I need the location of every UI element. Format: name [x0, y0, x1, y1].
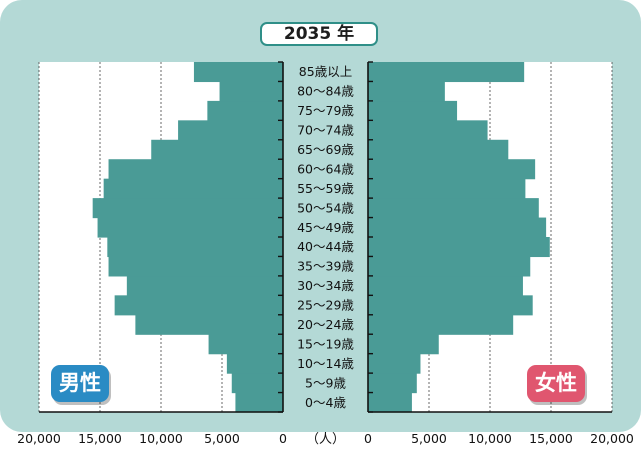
- female-legend-badge: 女性: [527, 365, 585, 402]
- female-bar: [368, 237, 550, 258]
- male-bar: [97, 217, 283, 238]
- age-group-label: 15～19歳: [297, 336, 354, 351]
- male-bar: [219, 81, 283, 102]
- age-group-label: 45～49歳: [297, 220, 354, 235]
- female-bar: [368, 159, 536, 180]
- age-group-label: 60～64歳: [297, 161, 354, 176]
- male-bar: [226, 353, 283, 374]
- male-bar: [107, 237, 283, 258]
- female-bar: [368, 256, 531, 277]
- age-group-label: 70～74歳: [297, 123, 354, 138]
- female-bar: [368, 120, 488, 141]
- male-bar: [231, 373, 283, 394]
- female-bar: [368, 62, 525, 83]
- male-x-tick-label: 0: [279, 431, 287, 446]
- age-group-label: 10～14歳: [297, 356, 354, 371]
- male-bar: [114, 295, 283, 316]
- male-bar: [151, 139, 283, 160]
- age-group-label: 5～9歳: [305, 375, 346, 390]
- female-bar: [368, 217, 547, 238]
- age-group-label: 55～59歳: [297, 181, 354, 196]
- female-x-tick-label: 15,000: [529, 431, 573, 446]
- male-bar: [108, 159, 283, 180]
- female-bar: [368, 81, 445, 102]
- age-group-label: 35～39歳: [297, 259, 354, 274]
- male-bar: [193, 62, 283, 83]
- female-bar: [368, 314, 514, 335]
- chart-title: 2035 年: [260, 22, 378, 46]
- male-bar: [178, 120, 283, 141]
- female-bar: [368, 139, 509, 160]
- age-group-label: 80～84歳: [297, 84, 354, 99]
- age-group-label: 25～29歳: [297, 298, 354, 313]
- age-group-label: 30～34歳: [297, 278, 354, 293]
- male-x-tick-label: 20,000: [17, 431, 61, 446]
- female-bar: [368, 198, 539, 219]
- male-x-tick-label: 5,000: [204, 431, 240, 446]
- age-group-label: 20～24歳: [297, 317, 354, 332]
- age-group-label: 50～54歳: [297, 200, 354, 215]
- male-bar: [126, 275, 283, 296]
- male-bar: [207, 100, 283, 121]
- age-group-label: 0～4歳: [305, 395, 346, 410]
- age-group-label: 40～44歳: [297, 239, 354, 254]
- age-group-label: 75～79歳: [297, 103, 354, 118]
- male-x-tick-label: 15,000: [78, 431, 122, 446]
- male-x-tick-label: 10,000: [139, 431, 183, 446]
- female-bar: [368, 334, 439, 355]
- female-x-tick-label: 5,000: [411, 431, 447, 446]
- male-legend-badge: 男性: [51, 365, 109, 402]
- male-bar: [92, 198, 284, 219]
- x-axis-unit-label: （人）: [306, 432, 345, 447]
- age-group-label: 65～69歳: [297, 142, 354, 157]
- female-bar: [368, 275, 523, 296]
- male-bar: [208, 334, 283, 355]
- female-x-tick-label: 0: [364, 431, 372, 446]
- female-bar: [368, 295, 533, 316]
- male-bar: [103, 178, 283, 199]
- female-bar: [368, 392, 412, 413]
- female-bar: [368, 100, 458, 121]
- male-bar: [235, 392, 283, 413]
- female-x-tick-label: 10,000: [468, 431, 512, 446]
- female-bar: [368, 373, 417, 394]
- male-bar: [135, 314, 283, 335]
- female-x-tick-label: 20,000: [590, 431, 634, 446]
- female-bar: [368, 178, 526, 199]
- age-group-label: 85歳以上: [299, 64, 352, 79]
- male-bar: [108, 256, 283, 277]
- female-bar: [368, 353, 421, 374]
